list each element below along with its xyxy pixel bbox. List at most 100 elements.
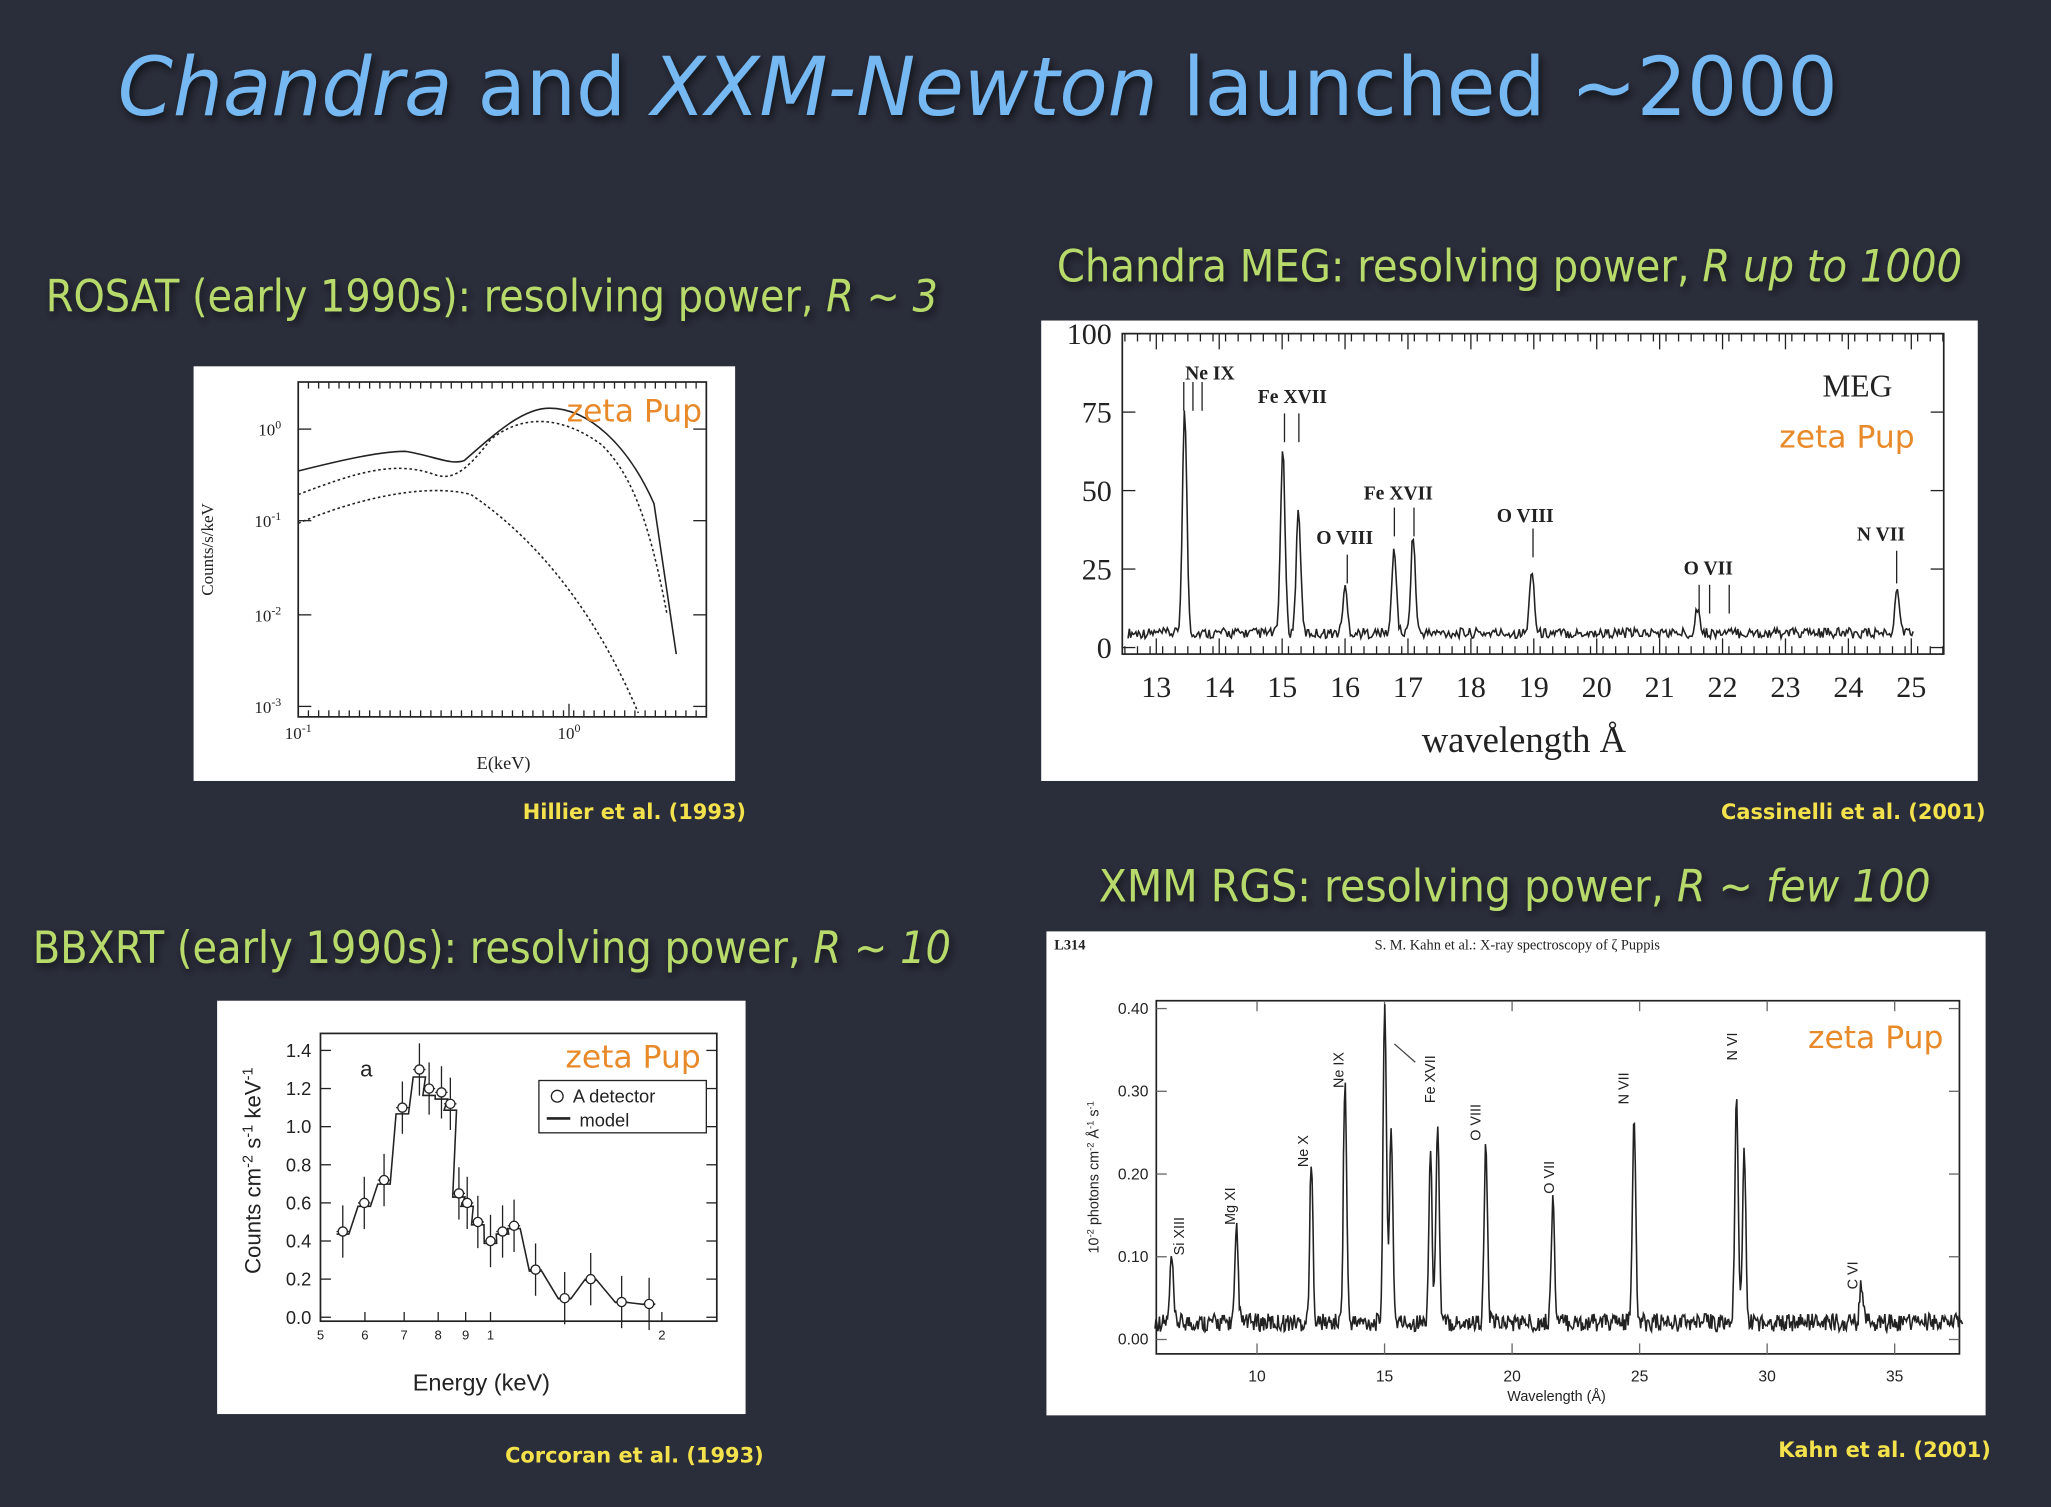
caption: Corcoran et al. (1993) (505, 1443, 764, 1467)
figure-text: Ne X (1296, 1135, 1312, 1167)
figure-text: 23 (1770, 670, 1800, 704)
title-part: XXM-Newton (647, 41, 1157, 135)
plot-frame (1155, 999, 1961, 1355)
figure-text: 5 (317, 1328, 324, 1343)
figure-text: Ne IX (1331, 1052, 1347, 1088)
figure-text: 100 (1067, 317, 1112, 351)
figure-text: 1.4 (286, 1040, 311, 1061)
tick-label: 10-2 (254, 603, 281, 625)
figure-text: O VIII (1497, 506, 1554, 527)
figure-text: 0.10 (1118, 1249, 1149, 1266)
data-point (530, 1264, 541, 1275)
figure-text: a (360, 1057, 373, 1082)
figure-text: O VIII (1316, 528, 1373, 549)
figure-text: 20 (1503, 1368, 1521, 1385)
tick-label: 10-1 (285, 721, 312, 743)
label-part: -2 (1086, 1143, 1096, 1151)
figure-text: 25 (1631, 1368, 1649, 1385)
title-part: launched ~2000 (1158, 41, 1838, 135)
figure-text: 19 (1519, 670, 1549, 704)
heading-part: R ~ few 100 (1677, 861, 1931, 912)
label-part: s (240, 1138, 265, 1155)
tick-label: 10-1 (254, 509, 281, 531)
figure-text: Fe XVII (1364, 484, 1433, 505)
figure-text: 1 (487, 1328, 494, 1343)
figure-text: O VII (1542, 1161, 1558, 1194)
panel-heading: XMM RGS: resolving power, R ~ few 100 (1099, 861, 1931, 912)
figure-text: zeta Pup (1779, 419, 1914, 455)
title-part: Chandra (118, 41, 453, 135)
figure-text: C VI (1845, 1261, 1861, 1289)
data-point (508, 1220, 520, 1232)
figure-text: N VI (1725, 1033, 1741, 1061)
figure-text: 1.0 (286, 1116, 311, 1137)
spectrum-curve (1127, 410, 1914, 642)
label-part: photons cm (1087, 1151, 1103, 1229)
data-point (359, 1197, 370, 1209)
figure-text: Counts/s/keV (198, 502, 217, 595)
figure-text: 75 (1082, 396, 1112, 430)
tick-exp: 0 (275, 418, 281, 432)
axis-label: Counts cm-2 s-1 keV-1 (240, 1068, 265, 1275)
figure-text: 6 (361, 1328, 368, 1343)
plot-frame (319, 1032, 718, 1323)
figure-text: 8 (435, 1328, 442, 1343)
figure-text: E(keV) (477, 753, 531, 774)
figure-text: 18 (1456, 670, 1486, 704)
tick-exp: -1 (302, 721, 312, 735)
label-part: -1 (1086, 1121, 1096, 1129)
panel-heading: Chandra MEG: resolving power, R up to 10… (1057, 241, 1962, 292)
tick-exp: -3 (271, 695, 281, 709)
tick-label: 100 (558, 721, 581, 743)
label-part: keV (240, 1080, 265, 1125)
figure-text: 30 (1758, 1368, 1776, 1385)
data-point (559, 1292, 570, 1304)
figure-text: Ne IX (1185, 363, 1235, 384)
caption: Cassinelli et al. (2001) (1721, 800, 1986, 824)
label-part: -2 (240, 1155, 256, 1168)
figure-text: Fe XVII (1258, 387, 1327, 408)
tick-base: 10 (285, 724, 302, 743)
figure-text: Mg XI (1223, 1187, 1239, 1225)
tick-base: 10 (258, 421, 275, 440)
figure-text: 0.6 (286, 1192, 311, 1213)
data-point (461, 1197, 473, 1209)
legend-symbol (550, 1089, 564, 1103)
figure-text: Wavelength (Å) (1507, 1388, 1606, 1405)
heading-part: R ~ 10 (813, 923, 951, 974)
heading-part: BBXRT (early 1990s): resolving power, (33, 923, 814, 974)
figure-text: 0.20 (1118, 1166, 1149, 1183)
data-point (485, 1235, 496, 1247)
heading-part: R up to 1000 (1702, 241, 1962, 292)
figure-text: 10 (1248, 1368, 1266, 1385)
figure-text: 14 (1204, 670, 1234, 704)
label-part: -1 (240, 1068, 256, 1081)
spectrum-curve (1154, 1004, 1964, 1335)
data-point (378, 1174, 390, 1186)
figure-text: S. M. Kahn et al.: X-ray spectroscopy of… (1375, 938, 1661, 954)
figure-text: Fe XVII (1423, 1055, 1439, 1103)
tick-label: 100 (258, 418, 281, 440)
model-curve (297, 420, 668, 615)
data-point (643, 1298, 655, 1310)
axis-label: 10-2 photons cm-2 Å-1 s-1 (1086, 1101, 1103, 1253)
figure-text: MEG (1823, 368, 1893, 403)
tick-base: 10 (254, 606, 271, 625)
data-point (397, 1102, 408, 1113)
figure-text: zeta Pup (565, 1039, 700, 1075)
caption: Kahn et al. (2001) (1778, 1438, 1991, 1462)
figure-text: zeta Pup (567, 393, 702, 429)
model-curve (297, 489, 640, 714)
data-point (337, 1226, 349, 1237)
figure-text: 1.2 (286, 1078, 311, 1099)
label-part: Counts cm (240, 1168, 265, 1274)
figure-background (1041, 320, 1978, 781)
figure-text: 0.40 (1118, 1001, 1149, 1018)
figure-text: 9 (462, 1328, 469, 1343)
label-part: 10 (1087, 1237, 1103, 1253)
figure-text: 15 (1267, 670, 1297, 704)
plot-frame (1121, 332, 1945, 655)
data-point (414, 1064, 425, 1075)
tick-base: 10 (254, 698, 271, 717)
